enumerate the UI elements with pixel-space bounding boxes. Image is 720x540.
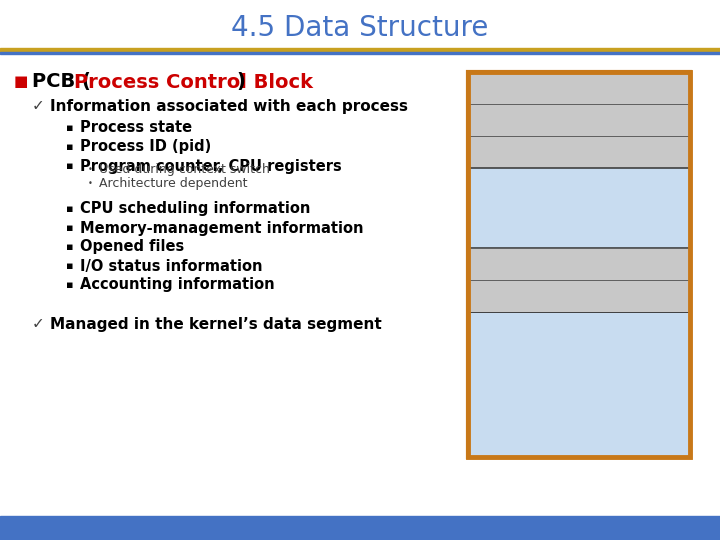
- Text: Process state: Process state: [80, 120, 192, 136]
- Text: ▪: ▪: [66, 242, 73, 252]
- Bar: [468, 168, 690, 248]
- Text: Memory-management information: Memory-management information: [80, 220, 364, 235]
- Text: ✓: ✓: [32, 98, 45, 113]
- Text: •: •: [88, 179, 93, 188]
- Text: ▪: ▪: [66, 161, 73, 171]
- Text: Accounting information: Accounting information: [80, 278, 274, 293]
- Text: Information associated with each process: Information associated with each process: [50, 98, 408, 113]
- Text: CPU scheduling information: CPU scheduling information: [80, 201, 310, 217]
- Bar: [468, 72, 690, 104]
- Text: PCB (: PCB (: [32, 72, 91, 91]
- Text: list of open files: list of open files: [518, 288, 640, 303]
- Text: •: •: [88, 165, 93, 173]
- Bar: [468, 72, 690, 457]
- Text: Managed in the kernel’s data segment: Managed in the kernel’s data segment: [50, 316, 382, 332]
- Text: process state: process state: [528, 80, 631, 96]
- Text: •   •   •: • • •: [543, 375, 615, 394]
- Bar: [468, 72, 690, 457]
- Bar: [468, 312, 690, 457]
- Text: Used during context switch: Used during context switch: [99, 163, 270, 176]
- Text: 4.5 Data Structure: 4.5 Data Structure: [231, 14, 489, 42]
- Bar: [0, 48, 720, 51]
- Bar: [468, 104, 690, 136]
- Bar: [468, 248, 690, 280]
- Text: ▪: ▪: [66, 223, 73, 233]
- Text: I/O status information: I/O status information: [80, 259, 263, 273]
- Text: ▪: ▪: [66, 142, 73, 152]
- Text: ▪: ▪: [66, 280, 73, 290]
- Text: ■: ■: [14, 75, 28, 90]
- Bar: [468, 280, 690, 312]
- Text: Process Control Block: Process Control Block: [74, 72, 313, 91]
- Text: Program counter, CPU registers: Program counter, CPU registers: [80, 159, 342, 173]
- Bar: [468, 136, 690, 168]
- Text: Opened files: Opened files: [80, 240, 184, 254]
- Text: 11: 11: [352, 522, 368, 535]
- Text: ✓: ✓: [32, 316, 45, 332]
- Text: ▪: ▪: [66, 204, 73, 214]
- Bar: [0, 516, 720, 540]
- Text: Process ID (pid): Process ID (pid): [80, 139, 211, 154]
- Text: ▪: ▪: [66, 123, 73, 133]
- Text: process number: process number: [517, 112, 641, 127]
- Text: program counter: program counter: [514, 145, 644, 159]
- Text: J. Choi, DKU: J. Choi, DKU: [631, 523, 706, 533]
- Text: memory limits: memory limits: [523, 256, 634, 272]
- Text: Architecture dependent: Architecture dependent: [99, 178, 248, 191]
- Bar: [0, 51, 720, 54]
- Text: ▪: ▪: [66, 261, 73, 271]
- Text: registers: registers: [542, 199, 616, 217]
- Text: ): ): [236, 72, 245, 91]
